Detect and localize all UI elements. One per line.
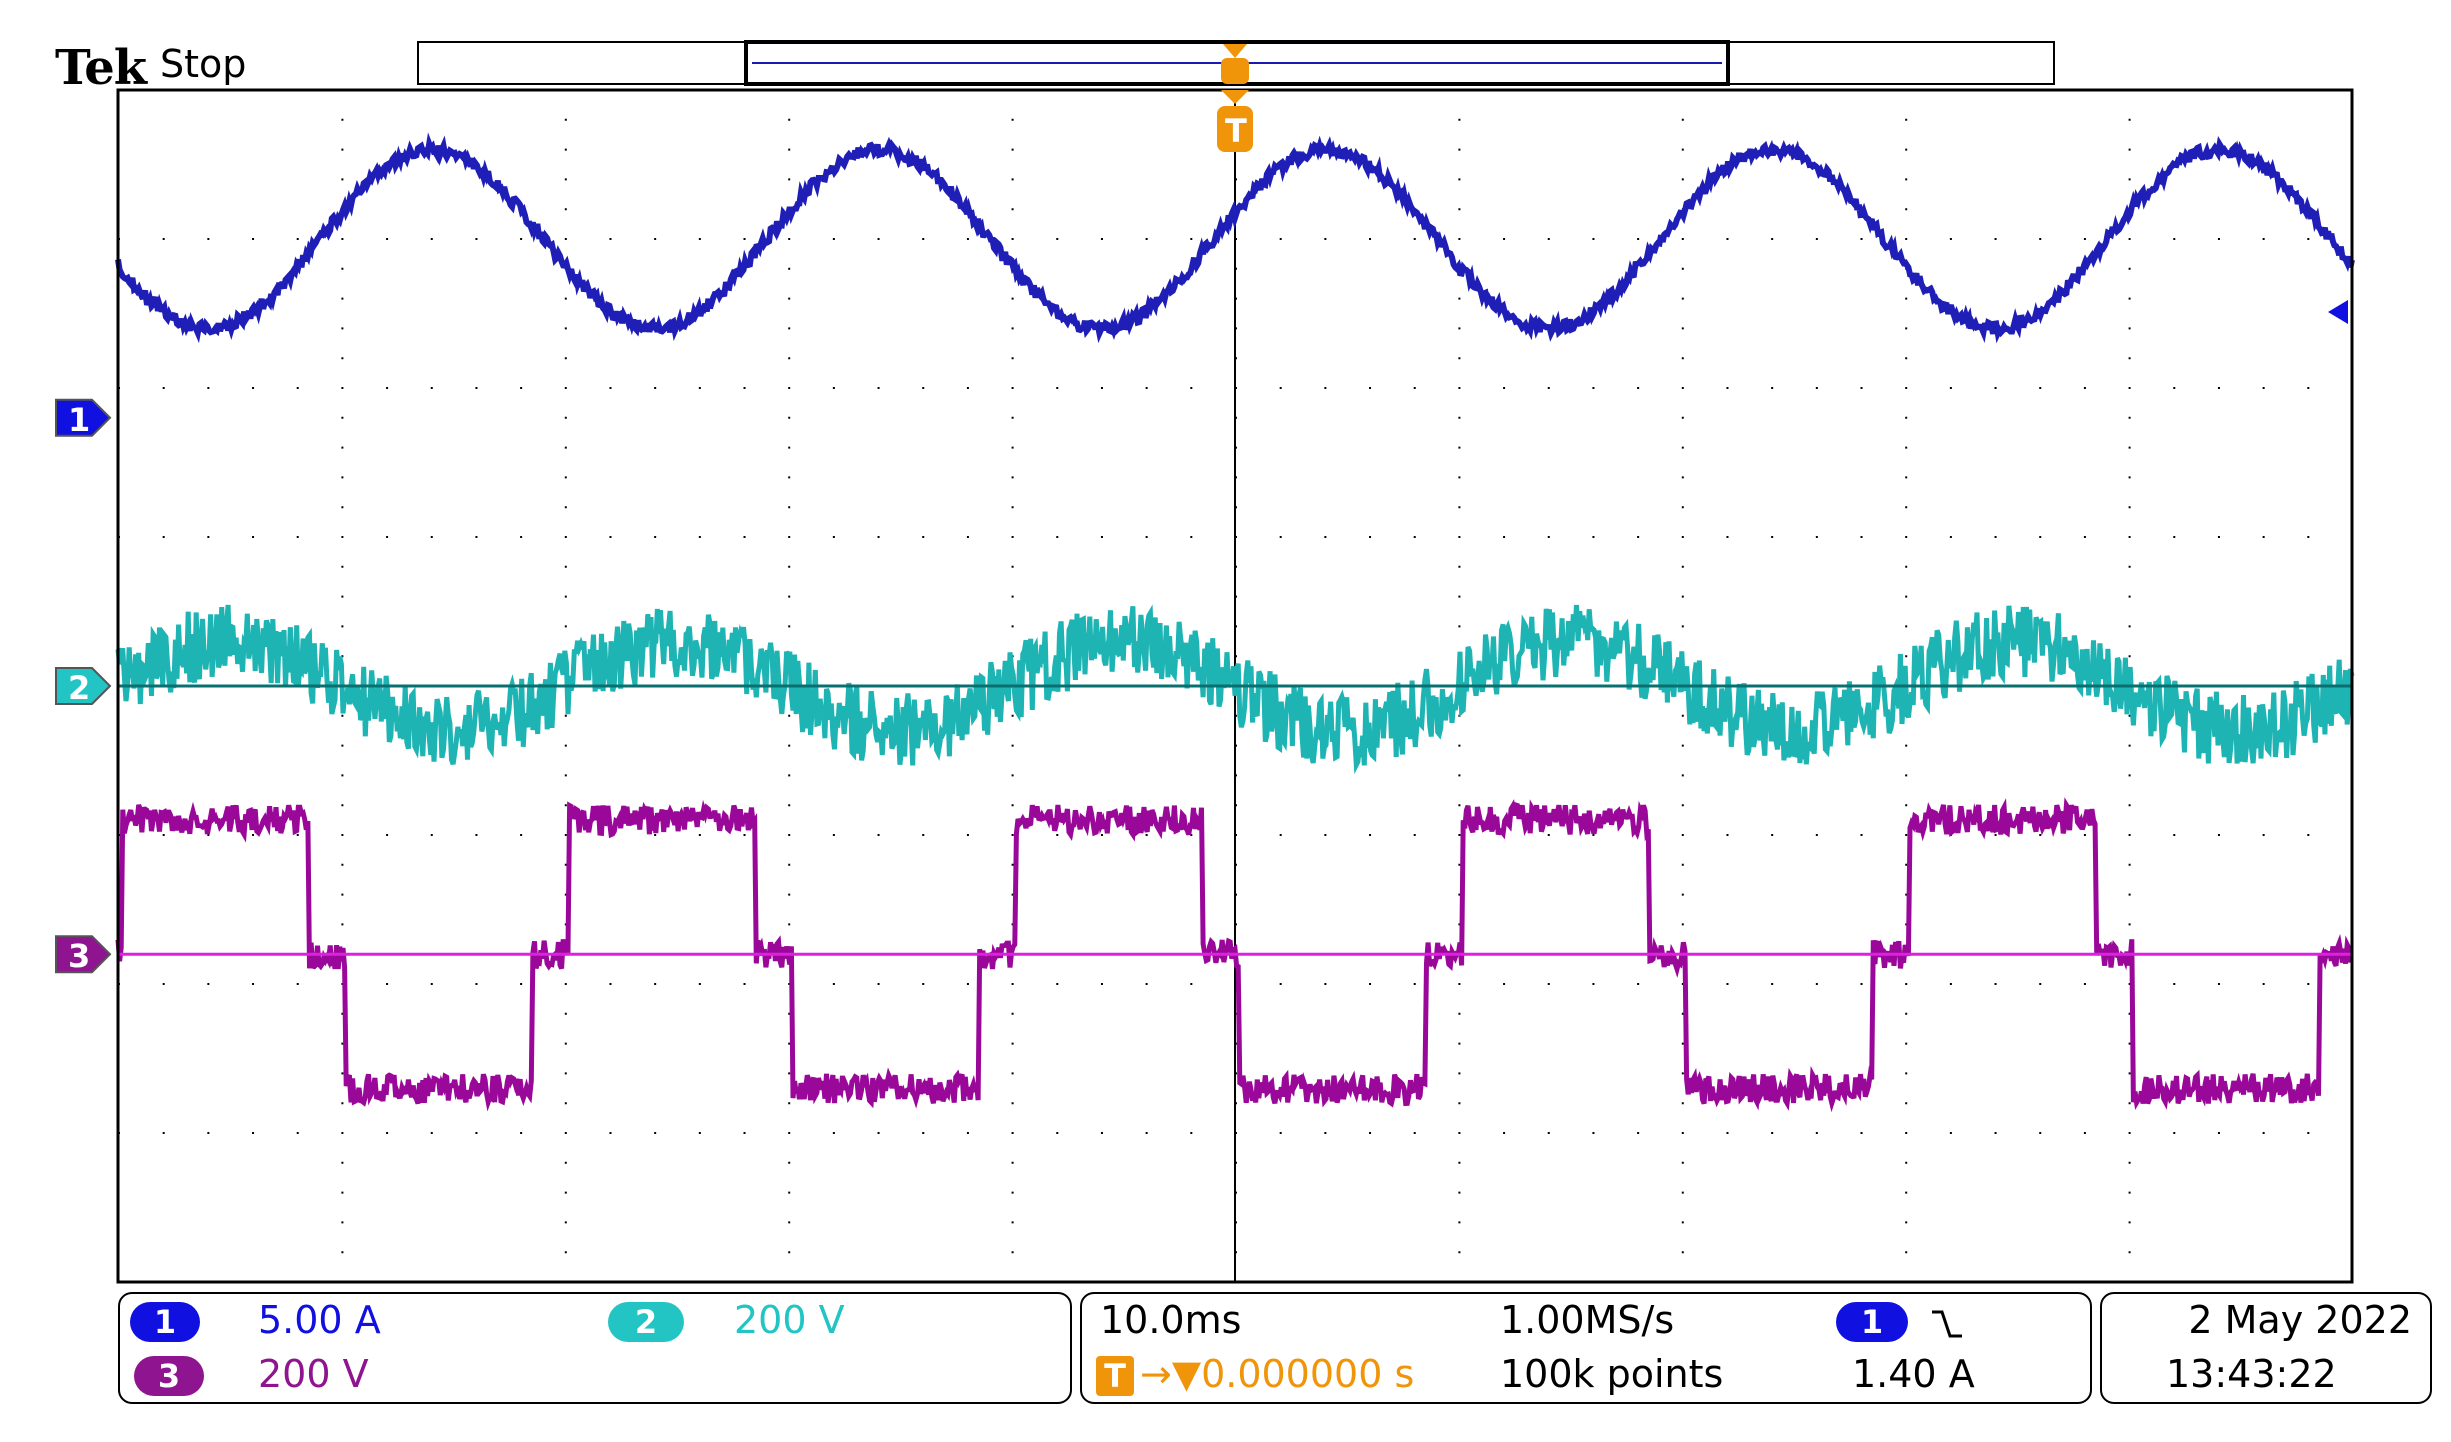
trigger-position: →▼0.000000 s <box>1140 1352 1415 1396</box>
trigger-level: 1.40 A <box>1852 1352 1975 1396</box>
waveform-ch2 <box>115 604 2355 775</box>
ch3-scale: 200 V <box>258 1352 369 1396</box>
brand-logo: Tek <box>55 40 147 96</box>
ch2-ground-label: 2 <box>68 669 90 707</box>
ch2-badge[interactable]: 2 <box>608 1302 684 1342</box>
date: 2 May 2022 <box>2188 1298 2412 1342</box>
trigger-top-caret <box>1223 44 1247 58</box>
trigger-caret <box>1221 90 1249 104</box>
ch2-scale: 200 V <box>734 1298 845 1342</box>
ch3-ground-label: 3 <box>68 937 90 975</box>
acquisition-state: Stop <box>160 42 247 86</box>
datetime-panel[interactable]: 2 May 2022 13:43:22 <box>2100 1292 2432 1404</box>
trigger-marker-icon: T <box>1096 1356 1134 1396</box>
ch3-ground-marker <box>55 935 112 974</box>
waveform-ch3 <box>115 797 2353 1113</box>
ch3-badge[interactable]: 3 <box>134 1356 204 1396</box>
record-length: 100k points <box>1500 1352 1724 1396</box>
timebase-trigger-panel[interactable]: 10.0ms 1.00MS/s 1 T →▼0.000000 s 100k po… <box>1080 1292 2092 1404</box>
trigger-source-badge[interactable]: 1 <box>1836 1302 1908 1342</box>
trigger-position-marker <box>1217 106 1253 152</box>
trigger-record-marker <box>1221 58 1249 84</box>
trigger-position-marker-label: T <box>1225 112 1247 150</box>
channel-settings-panel[interactable]: 1 5.00 A 2 200 V 3 200 V <box>118 1292 1072 1404</box>
ch2-ground-marker <box>55 667 112 705</box>
ch1-ground-marker <box>55 398 112 437</box>
ch1-badge[interactable]: 1 <box>130 1302 200 1342</box>
falling-edge-icon <box>1932 1310 1962 1338</box>
trigger-level-arrow <box>2328 300 2348 324</box>
ch1-scale: 5.00 A <box>258 1298 381 1342</box>
ch1-ground-label: 1 <box>68 401 90 439</box>
waveform-ch1 <box>115 132 2355 344</box>
time-per-div: 10.0ms <box>1100 1298 1242 1342</box>
time: 13:43:22 <box>2166 1352 2337 1396</box>
sample-rate: 1.00MS/s <box>1500 1298 1675 1342</box>
